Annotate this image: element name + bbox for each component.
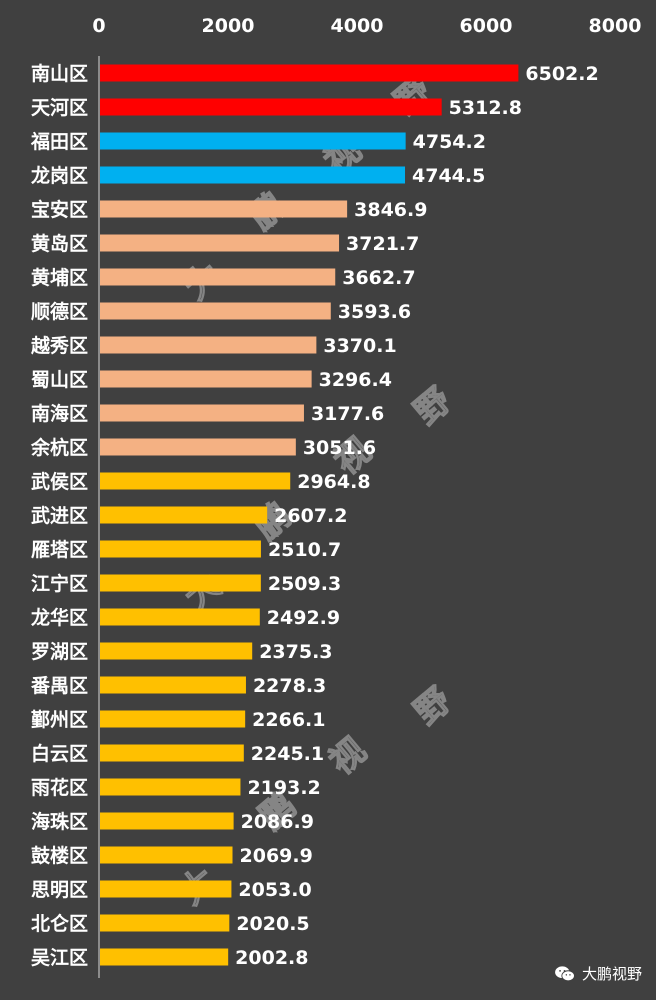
value-label: 2509.3 [268, 573, 341, 595]
bar [100, 98, 442, 116]
x-tick-label: 6000 [460, 15, 513, 37]
value-label: 3296.4 [319, 369, 392, 391]
bar [100, 608, 260, 626]
category-label: 江宁区 [31, 572, 88, 595]
bar [100, 336, 317, 354]
category-label: 福田区 [30, 130, 88, 153]
value-label: 2002.8 [235, 947, 308, 969]
value-label: 3177.6 [311, 403, 384, 425]
bar [100, 438, 296, 456]
category-label: 越秀区 [30, 334, 88, 357]
category-label: 武侯区 [31, 470, 88, 493]
category-label: 宝安区 [31, 198, 88, 221]
bar [100, 302, 331, 320]
category-label: 天河区 [31, 97, 88, 119]
x-tick-label: 0 [92, 15, 105, 37]
value-label: 2193.2 [247, 777, 320, 799]
wechat-icon [555, 965, 575, 981]
value-label: 2245.1 [251, 743, 324, 765]
category-label: 武进区 [31, 505, 88, 527]
watermark-char: 野 [407, 680, 459, 732]
category-label: 雁塔区 [31, 538, 88, 561]
bar [100, 234, 340, 252]
bar [100, 914, 230, 932]
value-label: 3593.6 [338, 301, 411, 323]
value-label: 2086.9 [241, 811, 314, 833]
watermark-char: 视 [322, 730, 374, 782]
bar [100, 642, 253, 660]
bar [100, 506, 268, 524]
category-label: 北仑区 [31, 912, 88, 935]
value-label: 2266.1 [252, 709, 325, 731]
category-label: 黄岛区 [31, 232, 88, 255]
category-label: 罗湖区 [31, 641, 88, 663]
category-label: 鄞州区 [31, 708, 88, 731]
value-label: 3721.7 [346, 233, 419, 255]
category-label: 黄埔区 [31, 266, 88, 289]
category-label: 吴江区 [31, 947, 88, 969]
category-label: 雨花区 [31, 776, 88, 799]
x-tick-label: 4000 [331, 15, 384, 37]
bar [100, 880, 232, 898]
value-label: 3051.6 [303, 437, 376, 459]
labels-layer: 南山区 6502.2 天河区 5312.8 福田区 4754.2 龙岗区 4744.5 宝安区 3… [30, 63, 599, 969]
bar [100, 710, 246, 728]
value-label: 6502.2 [525, 63, 598, 85]
watermark-char: 野 [407, 380, 459, 432]
value-label: 4744.5 [412, 165, 485, 187]
value-label: 2492.9 [267, 607, 340, 629]
value-label: 2375.3 [259, 641, 332, 663]
bar [100, 64, 519, 82]
x-tick-label: 8000 [589, 15, 642, 37]
bar [100, 268, 336, 286]
bar [100, 744, 244, 762]
value-label: 2510.7 [268, 539, 341, 561]
category-label: 番禺区 [30, 675, 88, 697]
x-tick-label: 2000 [202, 15, 255, 37]
axis-layer: 0 2000 4000 6000 8000 [92, 15, 641, 978]
value-label: 4754.2 [413, 131, 486, 153]
category-label: 南山区 [31, 63, 88, 85]
category-label: 龙岗区 [31, 164, 88, 187]
value-label: 2278.3 [253, 675, 326, 697]
bar [100, 200, 348, 218]
bar [100, 370, 312, 388]
bars-layer [100, 64, 519, 966]
bar [100, 948, 229, 966]
value-label: 2069.9 [240, 845, 313, 867]
bar [100, 540, 261, 558]
category-label: 蜀山区 [31, 369, 88, 391]
category-label: 南海区 [31, 402, 88, 425]
value-label: 2607.2 [274, 505, 347, 527]
category-label: 余杭区 [30, 436, 88, 459]
category-label: 鼓楼区 [31, 844, 88, 867]
bar [100, 846, 233, 864]
bar [100, 404, 304, 422]
value-label: 5312.8 [449, 97, 522, 119]
bar [100, 472, 291, 490]
value-label: 2020.5 [236, 913, 309, 935]
bar [100, 166, 406, 184]
category-label: 顺德区 [31, 300, 88, 323]
footer-text: 大鹏视野 [581, 965, 642, 983]
category-label: 龙华区 [31, 606, 88, 629]
footer-brand: 大鹏视野 [554, 963, 642, 984]
category-label: 白云区 [31, 742, 88, 765]
bar [100, 676, 246, 694]
bar [100, 778, 241, 796]
value-label: 3846.9 [354, 199, 427, 221]
category-label: 海珠区 [31, 810, 88, 833]
category-label: 思明区 [31, 879, 88, 901]
value-label: 3662.7 [342, 267, 415, 289]
bar [100, 132, 406, 150]
bar [100, 812, 234, 830]
value-label: 2964.8 [297, 471, 370, 493]
value-label: 3370.1 [323, 335, 396, 357]
value-label: 2053.0 [238, 879, 311, 901]
bar [100, 574, 261, 592]
